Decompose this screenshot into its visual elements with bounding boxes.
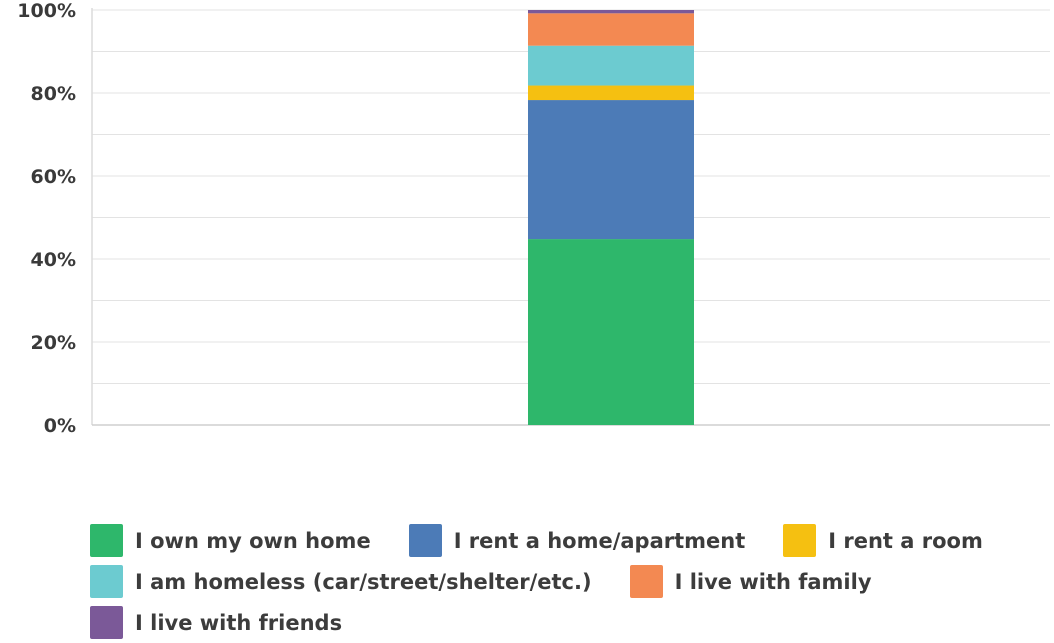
legend-label: I rent a home/apartment <box>453 528 746 553</box>
legend-label: I rent a room <box>828 528 983 553</box>
legend-item: I am homeless (car/street/shelter/etc.) <box>90 565 592 598</box>
y-tick-label: 20% <box>31 332 76 354</box>
legend-item: I rent a home/apartment <box>408 524 746 557</box>
chart-legend: I own my own home I rent a home/apartment… <box>90 520 1030 643</box>
legend-item: I own my own home <box>90 524 371 557</box>
legend-swatch <box>783 524 817 557</box>
bar-segment <box>528 239 694 425</box>
y-tick-label: 40% <box>31 249 76 271</box>
legend-row: I own my own home I rent a home/apartment… <box>90 520 1030 561</box>
bar-segment <box>528 45 694 86</box>
legend-label: I live with family <box>674 569 872 594</box>
legend-label: I am homeless (car/street/shelter/etc.) <box>135 569 592 594</box>
bar-segment <box>528 100 694 240</box>
legend-swatch <box>408 524 442 557</box>
legend-row: I am homeless (car/street/shelter/etc.) I… <box>90 561 1030 602</box>
legend-label: I live with friends <box>135 610 343 635</box>
y-tick-label: 100% <box>17 0 76 22</box>
bar-segment <box>528 85 694 101</box>
y-tick-label: 80% <box>31 83 76 105</box>
legend-swatch <box>90 606 123 639</box>
legend-item: I live with friends <box>90 606 342 639</box>
chart-plot: 0% 20% 40% 60% 80% 100% <box>17 0 1050 437</box>
bar-segment <box>528 10 694 14</box>
legend-item: I live with family <box>629 565 872 598</box>
legend-swatch <box>90 565 123 598</box>
legend-row: I live with friends <box>90 602 1030 643</box>
legend-swatch <box>90 524 123 557</box>
legend-item: I rent a room <box>783 524 983 557</box>
bar-segment <box>528 13 694 46</box>
y-tick-label: 0% <box>44 415 76 437</box>
legend-label: I own my own home <box>135 528 371 553</box>
legend-swatch <box>629 565 663 598</box>
y-tick-label: 60% <box>31 166 76 188</box>
